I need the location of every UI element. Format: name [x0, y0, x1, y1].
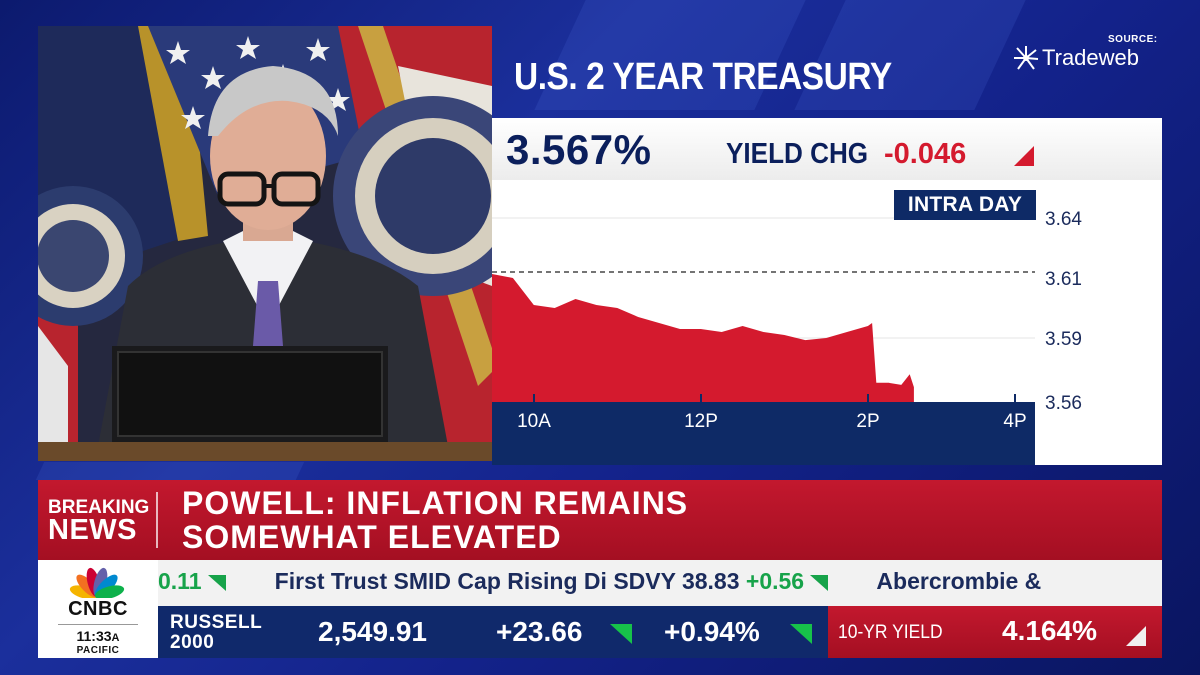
ten-year-yield: 10-YR YIELD 4.164%: [828, 606, 1162, 658]
background-shape: [35, 462, 305, 480]
index-quote: RUSSELL 2000 2,549.91 +23.66 +0.94%: [158, 606, 828, 658]
tradeweb-burst-icon: [1014, 46, 1039, 70]
yield-change-label: YIELD CHG: [726, 138, 869, 170]
breaking-news-banner: BREAKING NEWS POWELL: INFLATION REMAINS …: [38, 480, 1162, 560]
network-name: CNBC: [68, 598, 128, 620]
bug-divider: [58, 624, 138, 625]
intraday-chart: 10A 12P 2P 4P 3.64 3.61 3.59 3.56: [492, 209, 1082, 465]
ticker-item-name: First Trust SMID Cap Rising Di: [274, 568, 607, 594]
index-name-line-1: RUSSELL: [170, 612, 263, 633]
video-scene: [38, 26, 492, 461]
x-axis-ticks: 10A 12P 2P 4P: [517, 394, 1027, 432]
clock-ampm: A: [111, 632, 120, 644]
y-tick-label: 3.59: [1045, 329, 1082, 350]
y-tick-label: 3.64: [1045, 209, 1082, 230]
x-tick-label: 10A: [517, 411, 551, 432]
index-name: RUSSELL 2000: [170, 613, 262, 653]
ticker-item-price: 38.83: [681, 568, 740, 594]
index-value: 2,549.91: [318, 616, 427, 647]
down-triangle-icon: [1126, 626, 1146, 646]
ticker-item-symbol: SDVY: [613, 568, 676, 594]
tradeweb-logo: Tradeweb: [1012, 44, 1139, 72]
yield-value: 3.567%: [506, 126, 652, 173]
y-axis-ticks: 3.64 3.61 3.59 3.56: [1045, 209, 1082, 414]
stock-ticker: 0.11 First Trust SMID Cap Rising Di SDVY…: [158, 560, 1162, 606]
headline-line-2: SOMEWHAT ELEVATED: [182, 519, 562, 555]
index-change: +23.66: [496, 616, 583, 647]
clock-zone: PACIFIC: [76, 645, 120, 656]
intraday-badge: INTRA DAY: [894, 190, 1036, 220]
source-name: Tradeweb: [1042, 45, 1140, 70]
ticker-content: 0.11 First Trust SMID Cap Rising Di SDVY…: [158, 568, 1041, 595]
lectern-top: [38, 442, 492, 461]
y-tick-label: 3.61: [1045, 269, 1082, 290]
up-triangle-icon: [810, 575, 829, 591]
index-percent: +0.94%: [664, 616, 760, 647]
news-word: NEWS: [48, 514, 137, 546]
up-triangle-icon: [790, 624, 812, 644]
up-triangle-icon: [610, 624, 632, 644]
ten-year-label: 10-YR YIELD: [838, 622, 943, 643]
yield-header: 3.567% YIELD CHG -0.046: [492, 118, 1162, 180]
up-triangle-icon: [207, 575, 226, 591]
index-name-line-2: 2000: [170, 632, 215, 653]
headline-line-1: POWELL: INFLATION REMAINS: [182, 485, 689, 521]
ticker-item-name: Abercrombie &: [876, 568, 1042, 594]
yield-change-value: -0.046: [884, 138, 967, 170]
source-label: SOURCE:: [1108, 34, 1158, 45]
ticker-lead-change: 0.11: [158, 568, 202, 594]
peacock-feather: [94, 585, 125, 598]
video-feed: [38, 26, 492, 461]
ten-year-value: 4.164%: [1002, 615, 1097, 646]
chart-title: U.S. 2 YEAR TREASURY: [514, 56, 892, 98]
breaking-word: BREAKING: [48, 497, 150, 518]
network-bug: CNBC 11:33A PACIFIC: [38, 560, 158, 658]
chart-panel: 10A 12P 2P 4P 3.64 3.61 3.59 3.56 3.567% YIELD…: [492, 118, 1162, 465]
cnbc-peacock-icon: [69, 567, 125, 598]
yield-area-series: [492, 274, 914, 402]
x-tick-label: 4P: [1003, 411, 1026, 432]
clock-hhmm: 11:33: [76, 628, 112, 644]
banner-divider: [156, 492, 158, 548]
clock-time: 11:33A: [38, 628, 158, 644]
breaking-news-tag: BREAKING NEWS: [48, 496, 158, 546]
ticker-item-change: +0.56: [745, 568, 805, 594]
yield-down-triangle-icon: [1014, 146, 1034, 166]
headline: POWELL: INFLATION REMAINS SOMEWHAT ELEVA…: [182, 486, 1142, 554]
y-tick-label: 3.56: [1045, 393, 1082, 414]
x-tick-label: 12P: [684, 411, 718, 432]
x-tick-label: 2P: [856, 411, 879, 432]
x-axis-band: [492, 402, 1035, 465]
